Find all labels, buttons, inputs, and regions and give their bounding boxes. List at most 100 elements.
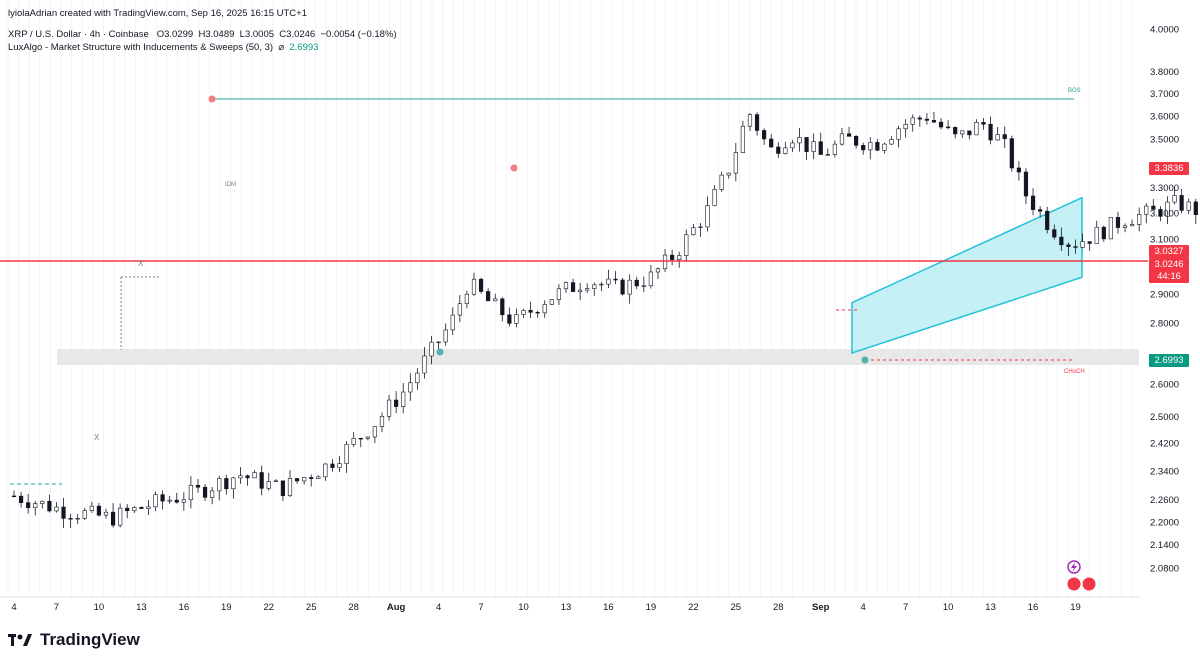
candle [797, 137, 802, 144]
candle [188, 485, 194, 501]
candle [259, 472, 264, 489]
candle [11, 495, 17, 498]
x-tick-label: 16 [179, 602, 190, 613]
y-tick-label: 2.5000 [1150, 412, 1179, 423]
symbol-name[interactable]: XRP / U.S. Dollar · 4h · Coinbase [8, 29, 149, 40]
tradingview-logo[interactable]: TradingView [8, 630, 140, 650]
candle [464, 293, 470, 305]
x-tick-label: 19 [221, 602, 232, 613]
x-axis: 4 7 10 13 16 19 22 25 28 Aug 4 7 10 13 16 19 22 25 28 Sep 4 7… [11, 602, 1080, 613]
candle [924, 118, 929, 121]
candle [875, 142, 880, 151]
candle [75, 517, 80, 520]
ohlc-high: H3.0489 [198, 29, 235, 40]
candle [974, 122, 979, 136]
candle [280, 480, 286, 496]
candle [231, 477, 236, 490]
candle [1002, 134, 1007, 139]
candle [620, 279, 625, 295]
candle [549, 299, 554, 305]
candle [1172, 195, 1177, 203]
x-tick-label: Sep [812, 602, 830, 613]
candle [429, 341, 434, 357]
candle [804, 137, 809, 152]
candle [1144, 205, 1149, 215]
x-tick-label: 10 [94, 602, 105, 613]
annotation-label-x: X [94, 433, 100, 442]
y-tick-label: 3.8000 [1150, 67, 1179, 78]
x-tick-label: 10 [518, 602, 529, 613]
attribution-text: lyiolaAdrian created with TradingView.co… [8, 8, 307, 19]
candle [160, 494, 165, 502]
candle [478, 278, 484, 292]
candle [811, 141, 816, 152]
candle [995, 134, 1000, 141]
candle [33, 503, 38, 508]
candle [655, 268, 661, 273]
candle [854, 136, 859, 146]
candle [825, 154, 830, 156]
candle [344, 444, 349, 464]
annotation-label-choch: CHoCH [1064, 369, 1085, 375]
candle [712, 189, 717, 206]
x-tick-label: 19 [646, 602, 657, 613]
y-tick-label: 4.0000 [1150, 25, 1179, 36]
candle [287, 478, 293, 496]
swing-low-marker [861, 356, 869, 364]
candle [394, 399, 399, 407]
candle [960, 130, 965, 135]
y-tick-label: 2.2600 [1150, 495, 1179, 506]
candle [1023, 171, 1029, 197]
candle [139, 507, 144, 509]
indicator-name[interactable]: LuxAlgo - Market Structure with Induceme… [8, 42, 274, 53]
y-tick-label: 2.6000 [1150, 380, 1179, 391]
candle [174, 499, 179, 503]
candle [1108, 217, 1113, 240]
x-tick-label: 28 [348, 602, 359, 613]
candle [967, 130, 972, 136]
price-box-indicator: 2.6993 [1149, 354, 1189, 367]
x-tick-label: 16 [603, 602, 614, 613]
indicator-legend[interactable]: LuxAlgo - Market Structure with Induceme… [8, 42, 318, 53]
candle [210, 490, 215, 498]
candle [684, 234, 689, 256]
economic-events-icons [1066, 560, 1097, 592]
candle [61, 506, 66, 519]
candle [1080, 241, 1085, 248]
candle [26, 502, 31, 508]
lightning-bolt-icon [1071, 562, 1077, 572]
ohlc-close: C3.0246 [279, 29, 316, 40]
candle [181, 499, 186, 503]
candle [570, 282, 576, 292]
candle [648, 271, 653, 287]
candle [1052, 229, 1057, 238]
x-tick-label: 7 [54, 602, 59, 613]
candle [202, 486, 208, 498]
candle [917, 117, 922, 120]
candle [832, 143, 837, 155]
candle [125, 507, 130, 512]
candle [1193, 201, 1198, 215]
candle [146, 506, 151, 509]
candle [266, 481, 271, 489]
candle [167, 499, 172, 502]
candle [1151, 205, 1156, 210]
x-tick-label: Aug [387, 602, 406, 613]
candles [11, 111, 1198, 529]
candle [351, 438, 356, 445]
candle [818, 141, 823, 155]
y-tick-label: 3.3000 [1150, 183, 1179, 194]
y-tick-label: 2.1400 [1150, 540, 1179, 551]
tradingview-logo-icon [8, 634, 32, 646]
y-tick-label: 2.0800 [1150, 563, 1179, 574]
candle [500, 298, 505, 316]
candle [457, 303, 462, 316]
candle [408, 382, 413, 393]
candle [450, 314, 455, 331]
candle [988, 123, 993, 141]
candle [1073, 246, 1078, 248]
candle [372, 426, 378, 438]
swing-low-marker [436, 348, 444, 356]
candle [507, 314, 512, 324]
